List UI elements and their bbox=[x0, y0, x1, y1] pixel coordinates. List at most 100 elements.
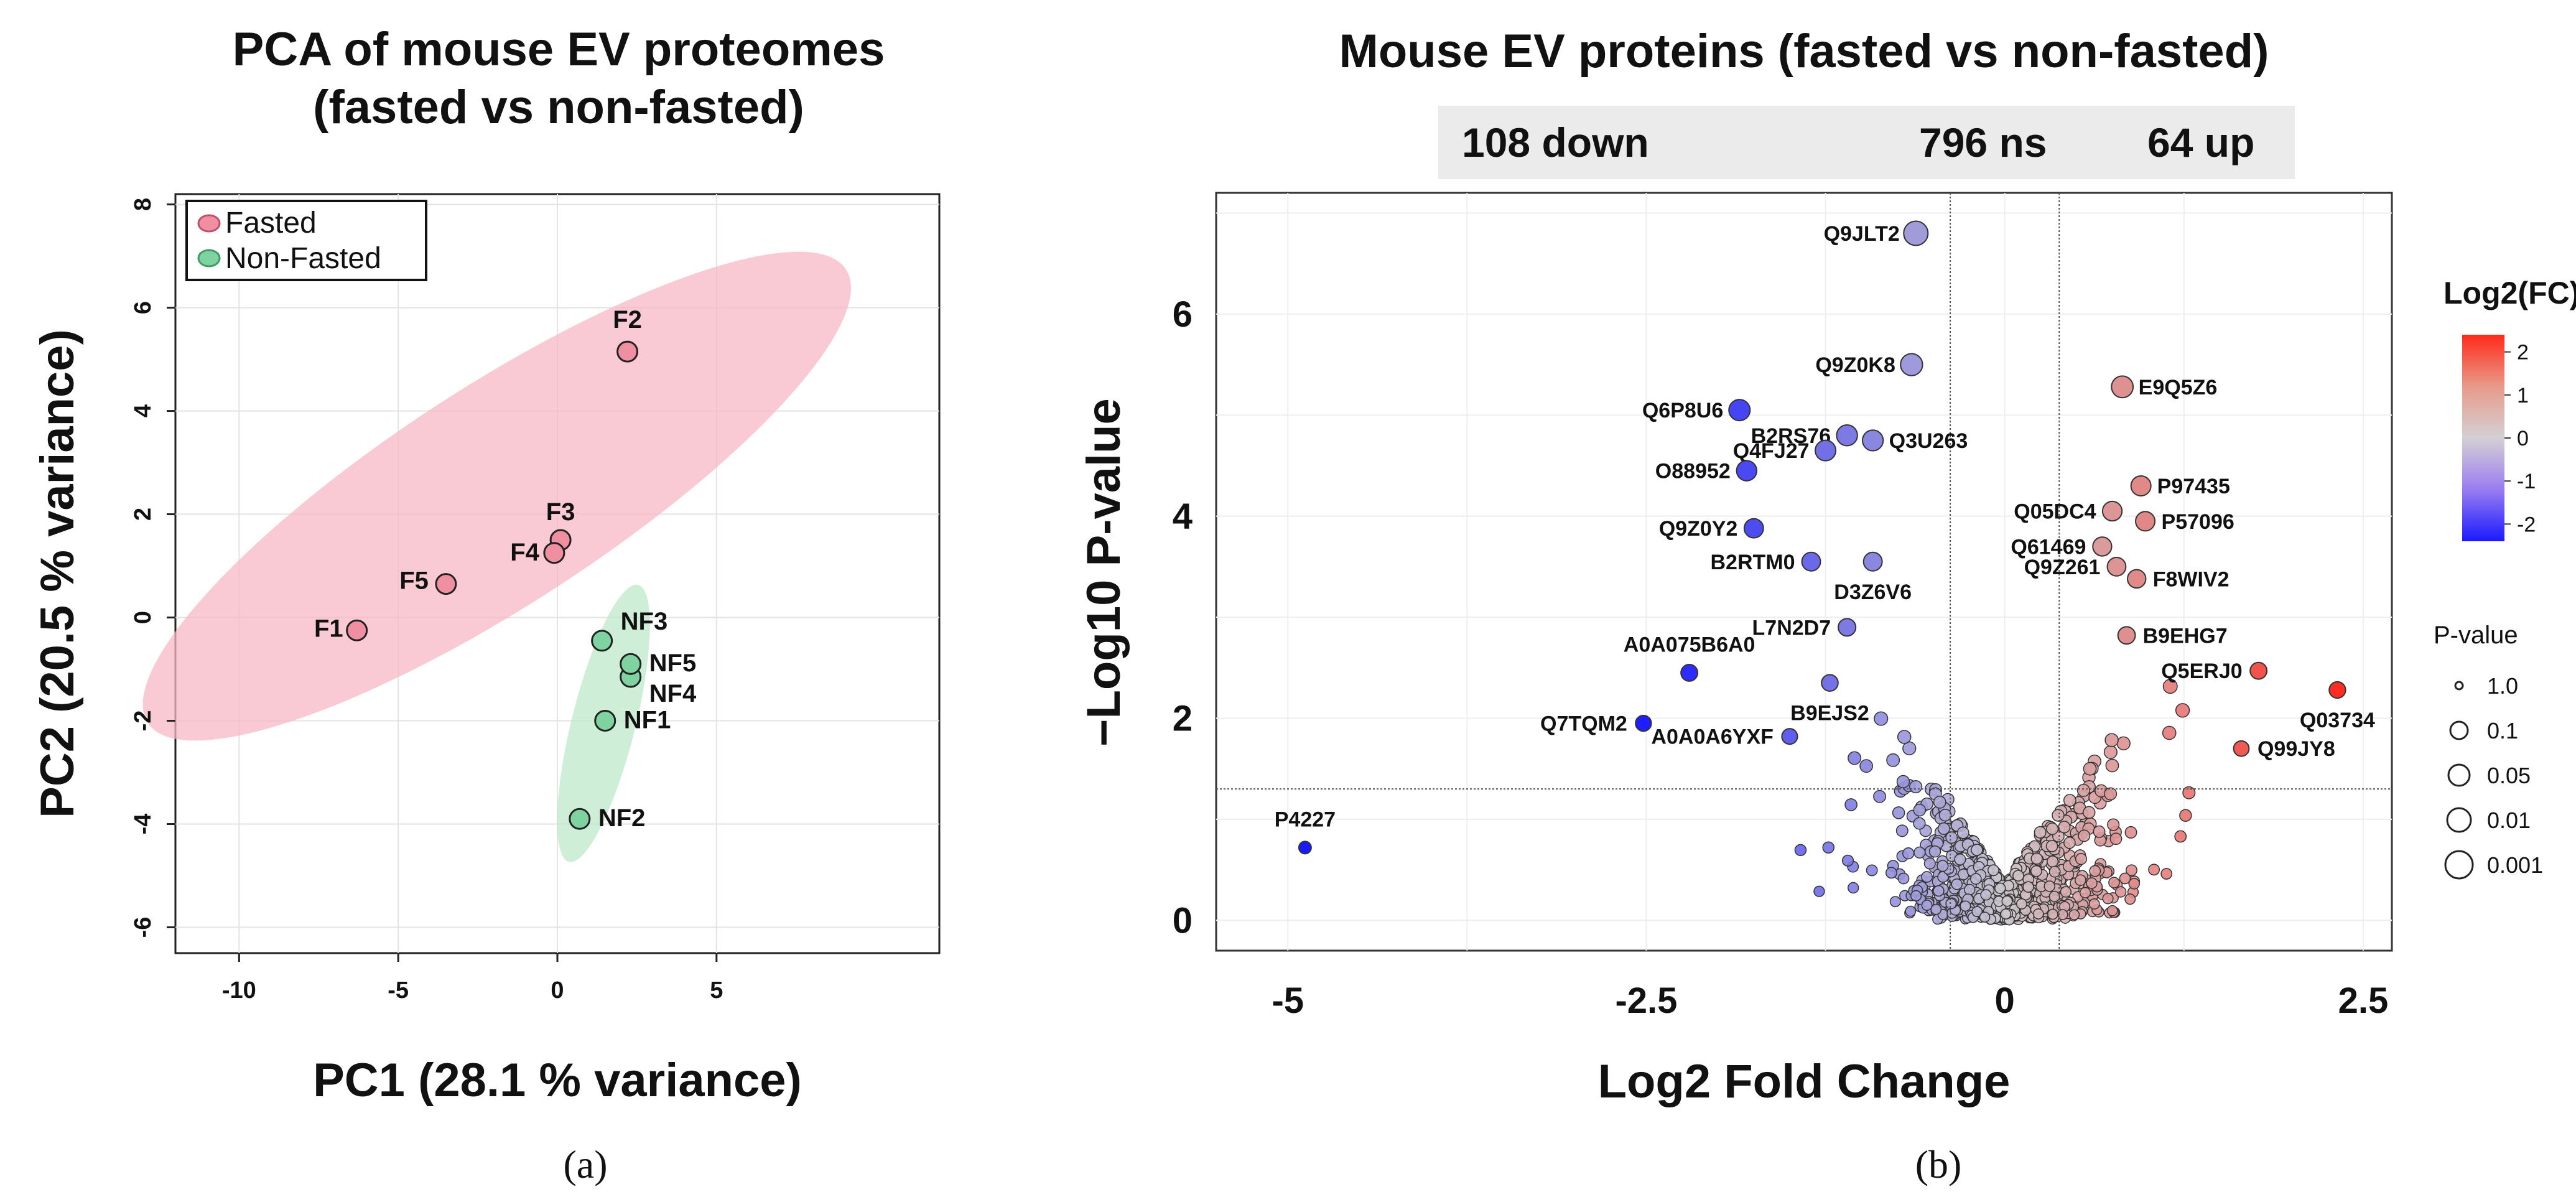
size-legend-label: 0.1 bbox=[2487, 718, 2518, 743]
volcano-labeled-point bbox=[2117, 626, 2136, 645]
volcano-ticks: -5 -2.5 0 2.5 0 2 4 6 bbox=[1173, 294, 2388, 1021]
volcano-point bbox=[1956, 826, 1969, 839]
volcano-point-label: Q3U263 bbox=[1889, 429, 1968, 453]
volcano-point-label: Q7TQM2 bbox=[1540, 712, 1627, 736]
volcano-point bbox=[2048, 865, 2061, 878]
volcano-point bbox=[1930, 903, 1942, 915]
volcano-point bbox=[2179, 809, 2192, 822]
volcano-point bbox=[1964, 883, 1976, 896]
size-legend-circle bbox=[2454, 681, 2464, 691]
size-legend-title: P-value bbox=[2434, 622, 2518, 649]
volcano-point bbox=[2075, 853, 2088, 865]
legend-nonfasted-swatch bbox=[197, 249, 221, 268]
volcano-labeled-point bbox=[2249, 661, 2268, 680]
colorbar-tick-label: -1 bbox=[2517, 470, 2536, 493]
volcano-point bbox=[2068, 909, 2080, 921]
pca-x-tick-label: 5 bbox=[710, 977, 723, 1004]
count-down: 108 down bbox=[1462, 119, 1649, 165]
pca-point bbox=[435, 573, 457, 595]
volcano-point-label: P4227 bbox=[1275, 808, 1336, 831]
pca-title-line2: (fasted vs non-fasted) bbox=[313, 81, 804, 134]
volcano-point bbox=[1937, 822, 1950, 835]
legend-nonfasted-label: Non-Fasted bbox=[225, 242, 381, 275]
volcano-point-label: Q9Z0Y2 bbox=[1659, 517, 1738, 541]
volcano-point bbox=[1885, 867, 1897, 879]
colorbar-tick-label: -2 bbox=[2517, 513, 2536, 536]
volcano-point bbox=[2022, 881, 2034, 893]
colorbar-tick-label: 2 bbox=[2517, 341, 2529, 365]
volcano-labeled-point bbox=[1680, 663, 1699, 682]
volcano-point bbox=[2012, 870, 2024, 882]
volcano-point-label: Q6P8U6 bbox=[1642, 399, 1723, 422]
volcano-point bbox=[2175, 703, 2190, 718]
volcano-labeled-point bbox=[1815, 439, 1837, 462]
volcano-grid bbox=[1216, 193, 2392, 951]
volcano-point bbox=[2115, 886, 2127, 898]
volcano-labeled-point bbox=[2106, 556, 2127, 577]
volcano-labeled-point bbox=[1861, 429, 1884, 452]
volcano-labeled-point bbox=[2111, 375, 2134, 399]
volcano-point bbox=[2148, 864, 2160, 876]
volcano-labeled-point bbox=[1781, 728, 1798, 745]
volcano-x-tick-label: -2.5 bbox=[1615, 980, 1677, 1021]
pca-point-label: NF1 bbox=[624, 707, 671, 734]
pca-x-axis-title: PC1 (28.1 % variance) bbox=[313, 1054, 802, 1107]
volcano-point bbox=[1910, 890, 1922, 901]
volcano-point bbox=[2063, 794, 2076, 807]
volcano-point bbox=[2124, 826, 2137, 839]
volcano-point bbox=[1921, 900, 1933, 911]
pca-point-label: NF2 bbox=[598, 804, 646, 832]
pca-point-label: F3 bbox=[546, 498, 575, 526]
volcano-point bbox=[2093, 825, 2106, 838]
volcano-labeled-point bbox=[1900, 353, 1923, 376]
volcano-x-tick-label: -5 bbox=[1272, 980, 1304, 1021]
pca-point-label: F5 bbox=[399, 567, 429, 595]
pca-point-label: F4 bbox=[510, 539, 539, 566]
volcano-point bbox=[2032, 908, 2044, 920]
volcano-point bbox=[2102, 893, 2114, 905]
pca-point bbox=[594, 710, 616, 732]
size-legend-label: 0.01 bbox=[2487, 808, 2531, 833]
colorbar-title: Log2(FC) bbox=[2443, 276, 2576, 310]
volcano-point bbox=[1909, 780, 1923, 794]
volcano-point bbox=[1844, 798, 1858, 811]
volcano-labeled-point bbox=[1903, 220, 1929, 246]
volcano-point-label: Q5ERJ0 bbox=[2161, 659, 2242, 683]
volcano-point-label: B2RTM0 bbox=[1710, 551, 1795, 574]
volcano-point bbox=[2083, 762, 2097, 776]
size-legend-label: 0.001 bbox=[2487, 852, 2543, 878]
volcano-thresholds bbox=[1216, 193, 2392, 951]
volcano-labeled-point bbox=[2130, 475, 2152, 496]
volcano-point bbox=[1933, 796, 1946, 809]
volcano-point bbox=[1886, 753, 1900, 767]
volcano-point bbox=[2107, 818, 2120, 831]
volcano-labeled-point bbox=[1821, 674, 1839, 692]
caption-a: (a) bbox=[563, 1142, 607, 1186]
volcano-labeled-point bbox=[1838, 618, 1857, 637]
size-legend-label: 0.05 bbox=[2487, 763, 2531, 788]
size-legend-label: 1.0 bbox=[2487, 673, 2518, 699]
volcano-point bbox=[2089, 865, 2101, 877]
size-legend-circle bbox=[2446, 807, 2472, 833]
volcano-point bbox=[2105, 758, 2119, 773]
volcano-point-label: L7N2D7 bbox=[1752, 616, 1831, 640]
volcano-point bbox=[2030, 852, 2043, 865]
caption-b: (b) bbox=[1915, 1142, 1962, 1186]
pca-point bbox=[569, 808, 591, 830]
pca-legend: Fasted Non-Fasted bbox=[185, 200, 427, 281]
pca-x-tick-label: -10 bbox=[222, 977, 256, 1004]
volcano-point bbox=[2079, 887, 2091, 898]
pca-point bbox=[616, 340, 639, 363]
volcano-point bbox=[1979, 911, 1991, 923]
volcano-point bbox=[2162, 725, 2177, 740]
colorbar-ticks: 2 1 0 -1 -2 bbox=[2504, 341, 2536, 536]
volcano-y-tick-label: 2 bbox=[1173, 698, 1193, 738]
pca-point bbox=[620, 653, 642, 675]
volcano-labeled-point bbox=[2101, 500, 2123, 522]
volcano-unlabeled-points bbox=[1794, 679, 2196, 926]
volcano-point-label: Q99JY8 bbox=[2257, 737, 2335, 761]
volcano-point bbox=[2119, 872, 2131, 885]
pca-point-label: F1 bbox=[314, 615, 343, 642]
volcano-point bbox=[2052, 809, 2065, 822]
